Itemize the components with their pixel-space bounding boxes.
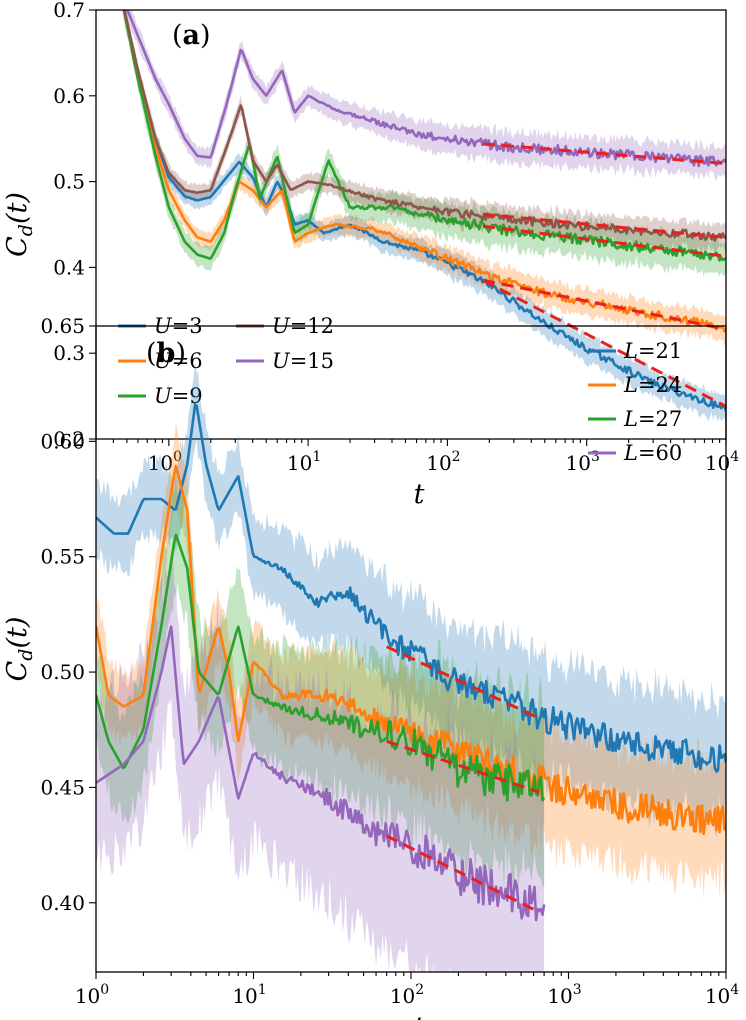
x-axis-title: t <box>414 479 425 510</box>
fit-line-1 <box>385 645 540 720</box>
band-L=60 <box>96 551 545 972</box>
legend-label: U=6 <box>154 349 203 373</box>
y-tick-label: 0.60 <box>40 429 85 453</box>
panel-label: (a) <box>172 20 211 51</box>
x-tick-label: 102 <box>426 449 460 475</box>
band-U=3 <box>122 10 726 425</box>
panel-a: 100 101 102 103 1040.20.30.40.50.60.7tCd(t)(… <box>2 0 739 510</box>
axes-frame <box>95 9 727 440</box>
y-tick-label: 0.3 <box>53 341 85 365</box>
plot-area <box>96 362 726 972</box>
legend-label: L=60 <box>623 441 682 465</box>
band-L=27 <box>96 472 545 894</box>
legend-label: U=9 <box>154 384 203 408</box>
panel-label: (b) <box>146 338 186 369</box>
legend-label: L=24 <box>623 373 682 397</box>
y-tick-label: 0.2 <box>53 427 85 451</box>
legend-label: U=15 <box>272 349 334 373</box>
y-tick-label: 0.6 <box>53 84 85 108</box>
fit-line-4 <box>482 278 726 331</box>
legend: L=21 L=24 L=27 L=60 <box>588 339 682 465</box>
x-tick-label: 104 <box>705 449 739 475</box>
y-tick-label: 0.65 <box>40 314 85 338</box>
x-tick-label: 101 <box>232 982 266 1008</box>
x-tick-label: 104 <box>705 982 739 1008</box>
plot-area <box>122 10 726 425</box>
fit-line-3 <box>385 834 540 914</box>
series-line-L=60 <box>96 625 546 922</box>
fit-line-2 <box>386 739 540 794</box>
y-tick-label: 0.55 <box>40 545 85 569</box>
y-axis-title: Cd(t) <box>2 617 37 682</box>
x-tick-label: 101 <box>287 449 321 475</box>
y-tick-label: 0.50 <box>40 660 85 684</box>
x-axis-title: t <box>414 1012 425 1020</box>
fit-line-1 <box>482 142 726 166</box>
x-tick-label: 100 <box>75 982 109 1008</box>
y-tick-label: 0.40 <box>40 891 85 915</box>
y-axis-title: Cd(t) <box>2 192 37 257</box>
panel-b: 100 101 102 103 104 0.40 0.45 0.50 0.55 0.60 0.65 t… <box>2 314 739 1020</box>
fit-line-2 <box>482 212 726 239</box>
series-line-L=21 <box>96 403 726 773</box>
x-tick-label: 102 <box>390 982 424 1008</box>
legend-label: L=21 <box>623 339 682 363</box>
legend-label: L=27 <box>623 407 682 431</box>
x-tick-label: 103 <box>547 982 581 1008</box>
y-tick-label: 0.4 <box>53 255 85 279</box>
fit-line-5 <box>482 278 726 408</box>
band-U=6 <box>122 10 726 346</box>
fit-line-3 <box>482 224 726 258</box>
y-tick-label: 0.45 <box>40 775 85 799</box>
band-U=15 <box>123 10 726 182</box>
band-U=12 <box>122 10 726 256</box>
y-tick-label: 0.5 <box>53 170 85 194</box>
series-line-U=6 <box>122 10 726 333</box>
y-tick-label: 0.7 <box>53 0 85 22</box>
series-line-L=24 <box>96 464 726 836</box>
